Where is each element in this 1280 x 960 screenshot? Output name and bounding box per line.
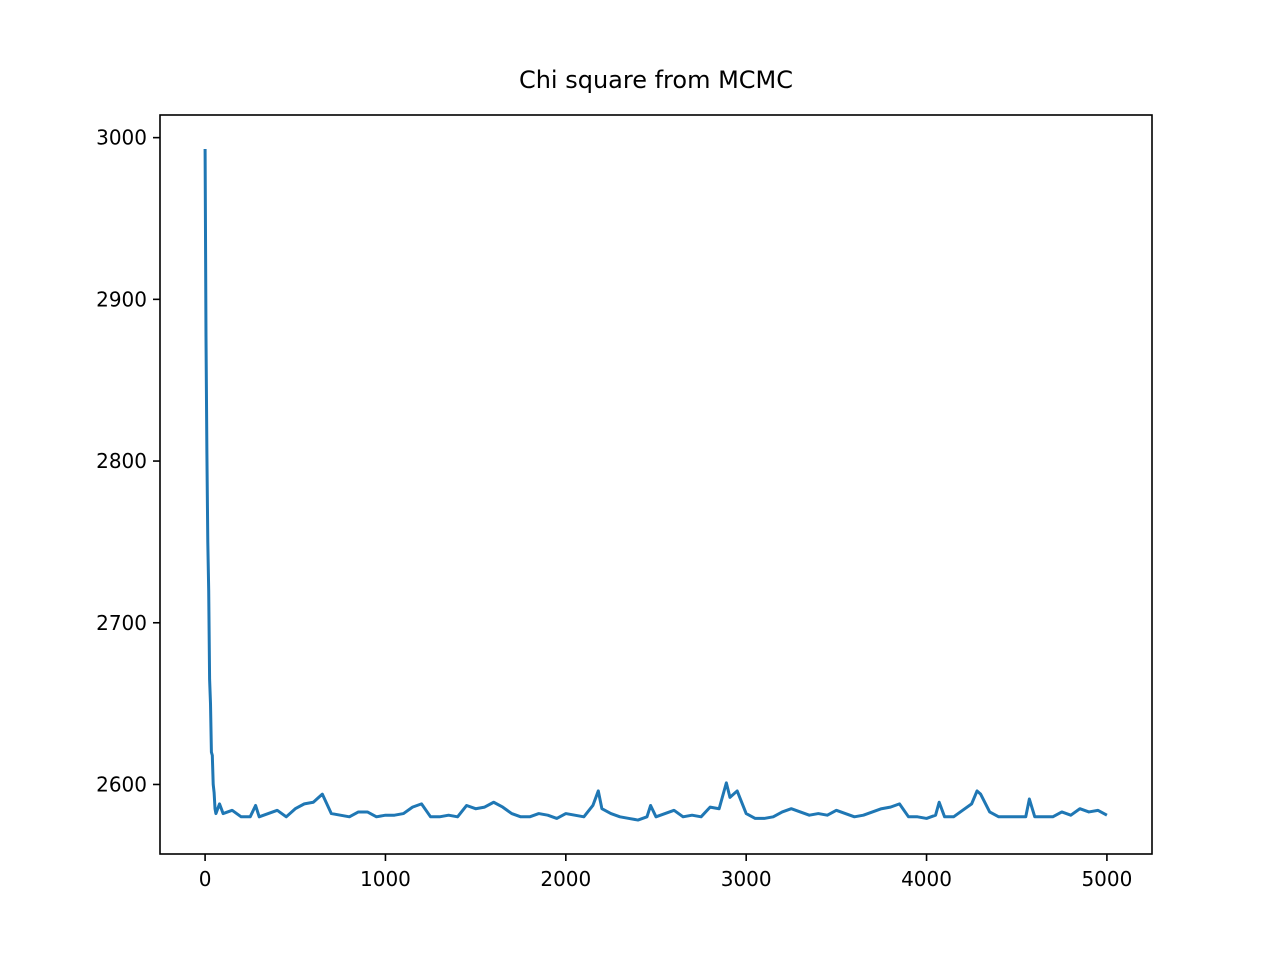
y-tick-label: 2900 <box>96 287 147 311</box>
y-tick-label: 3000 <box>96 126 147 150</box>
y-tick-label: 2700 <box>96 611 147 635</box>
x-tick-label: 0 <box>199 867 212 891</box>
data-line <box>203 148 1108 822</box>
plot-frame <box>159 114 1153 855</box>
y-tick-label: 2800 <box>96 449 147 473</box>
x-tick-label: 2000 <box>540 867 591 891</box>
x-tick-label: 4000 <box>901 867 952 891</box>
chart-title: Chi square from MCMC <box>519 66 793 94</box>
x-tick-label: 1000 <box>360 867 411 891</box>
y-tick-label: 2600 <box>96 772 147 796</box>
x-tick-label: 5000 <box>1081 867 1132 891</box>
x-tick-label: 3000 <box>721 867 772 891</box>
